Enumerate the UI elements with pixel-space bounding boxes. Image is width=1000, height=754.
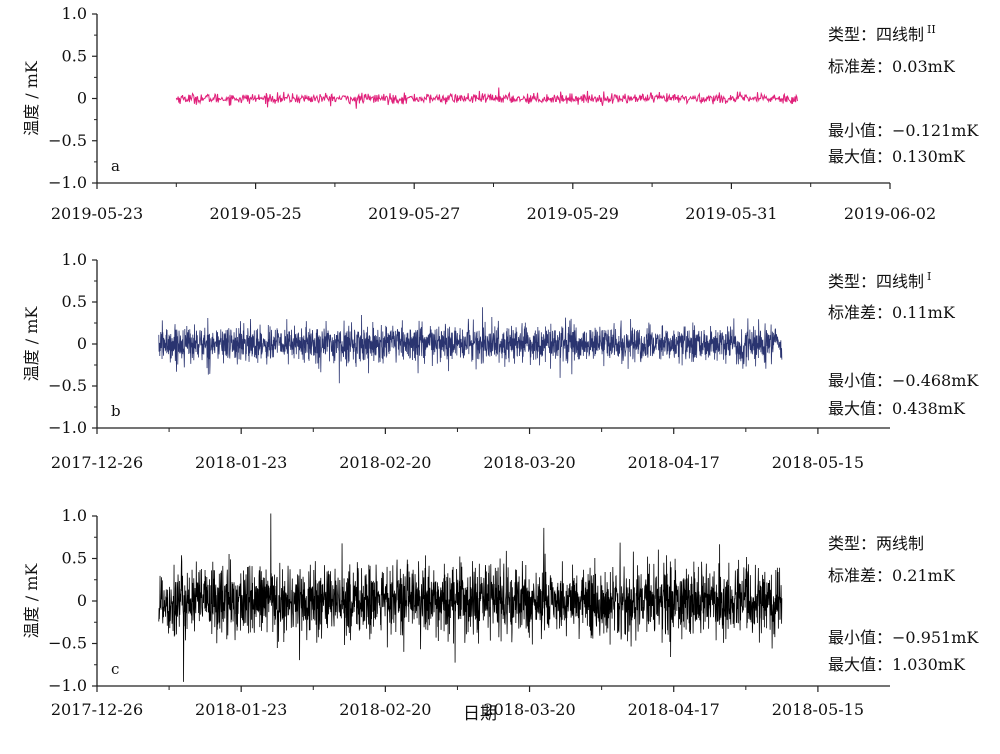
annotation-label: 标准差：	[828, 303, 892, 322]
annotation-max: 最大值：1.030mK	[828, 655, 966, 674]
x-tick-label: 2019-05-29	[527, 204, 619, 223]
annotation-min: 最小值：−0.121mK	[828, 121, 979, 140]
annotation-value: −0.468mK	[892, 371, 979, 390]
annotation-label: 最大值：	[828, 399, 892, 418]
annotation-max: 最大值：0.130mK	[828, 147, 966, 166]
panel-b: −1.0 −0.5 0 0.5 1.0 2017-12-26 2018-01-23 2018-…	[22, 250, 979, 472]
annotation-std: 标准差：0.21mK	[828, 566, 956, 585]
annotation-label: 类型：	[828, 534, 876, 553]
panel-letter: a	[111, 157, 120, 175]
x-tick-label: 2017-12-26	[51, 700, 143, 719]
panels: −1.0 −0.5 0 0.5 1.0 2019-05-23 2019-05-25 2019-…	[22, 4, 979, 719]
x-tick-label: 2018-05-15	[772, 700, 864, 719]
annotation-label: 类型：	[828, 25, 876, 44]
annotation-label: 最大值：	[828, 655, 892, 674]
x-tick-label: 2018-04-17	[628, 453, 720, 472]
annotation-value: −0.951mK	[892, 628, 979, 647]
panel-c: −1.0 −0.5 0 0.5 1.0 2017-12-26 2018-01-23 2018-…	[22, 506, 979, 719]
series-line	[175, 87, 798, 109]
x-tick-label: 2018-03-20	[483, 453, 575, 472]
x-tick-label: 2019-05-27	[368, 204, 460, 223]
annotation-std: 标准差：0.03mK	[828, 57, 956, 76]
annotation-min: 最小值：−0.468mK	[828, 371, 979, 390]
annotation-value: 四线制	[876, 272, 924, 291]
annotation-value: 1.030mK	[892, 655, 966, 674]
y-tick-label: −0.5	[48, 131, 87, 150]
annotation-label: 标准差：	[828, 57, 892, 76]
y-tick-label: 1.0	[62, 506, 87, 525]
x-tick-label: 2018-03-20	[483, 700, 575, 719]
y-tick-label: −1.0	[48, 418, 87, 437]
y-axis-label: 温度 / mK	[22, 563, 41, 639]
x-axis-label: 日期	[463, 704, 497, 724]
x-tick-label: 2019-05-23	[51, 204, 143, 223]
annotation-value: 两线制	[876, 534, 924, 553]
annotation-label: 最小值：	[828, 371, 892, 390]
x-tick-label: 2019-06-02	[844, 204, 936, 223]
annotation-value: −0.121mK	[892, 121, 979, 140]
annotation-value: 四线制	[876, 25, 924, 44]
y-tick-label: −0.5	[48, 376, 87, 395]
y-tick-label: 0	[77, 334, 87, 353]
annotation-min: 最小值：−0.951mK	[828, 628, 979, 647]
x-tick-label: 2018-02-20	[339, 453, 431, 472]
annotation-label: 类型：	[828, 272, 876, 291]
y-tick-label: −1.0	[48, 173, 87, 192]
annotation-value: 0.03mK	[892, 57, 956, 76]
annotation-value: 0.11mK	[892, 303, 956, 322]
x-tick-label: 2018-01-23	[195, 700, 287, 719]
y-tick-label: −0.5	[48, 634, 87, 653]
annotation-max: 最大值：0.438mK	[828, 399, 966, 418]
annotation-superscript: I	[927, 270, 931, 283]
y-tick-label: 0.5	[62, 292, 87, 311]
annotation-value: 0.438mK	[892, 399, 966, 418]
series-line	[158, 513, 783, 682]
y-axis-label: 温度 / mK	[22, 60, 41, 136]
annotation-value: 0.21mK	[892, 566, 956, 585]
series-line	[158, 307, 783, 384]
panel-letter: b	[111, 402, 121, 420]
annotation-type: 类型：四线制 I	[828, 270, 931, 291]
annotation-value: 0.130mK	[892, 147, 966, 166]
annotation-std: 标准差：0.11mK	[828, 303, 956, 322]
y-tick-label: 0.5	[62, 549, 87, 568]
y-tick-label: 1.0	[62, 4, 87, 23]
annotation-type: 类型：两线制	[828, 534, 924, 553]
annotation-label: 最小值：	[828, 628, 892, 647]
annotation-label: 标准差：	[828, 566, 892, 585]
y-axis-label: 温度 / mK	[22, 306, 41, 382]
y-tick-label: 0.5	[62, 46, 87, 65]
annotation-label: 最大值：	[828, 147, 892, 166]
x-tick-label: 2018-02-20	[339, 700, 431, 719]
x-tick-label: 2019-05-31	[685, 204, 777, 223]
panel-a: −1.0 −0.5 0 0.5 1.0 2019-05-23 2019-05-25 2019-…	[22, 4, 979, 223]
annotation-superscript: II	[927, 23, 936, 36]
y-tick-label: 1.0	[62, 250, 87, 269]
x-tick-label: 2017-12-26	[51, 453, 143, 472]
y-tick-label: 0	[77, 89, 87, 108]
x-tick-label: 2019-05-25	[209, 204, 301, 223]
annotation-type: 类型：四线制 II	[828, 23, 936, 44]
annotation-label: 最小值：	[828, 121, 892, 140]
x-tick-label: 2018-01-23	[195, 453, 287, 472]
x-tick-label: 2018-04-17	[628, 700, 720, 719]
x-tick-label: 2018-05-15	[772, 453, 864, 472]
panel-letter: c	[111, 660, 119, 678]
y-tick-label: −1.0	[48, 676, 87, 695]
y-tick-label: 0	[77, 591, 87, 610]
